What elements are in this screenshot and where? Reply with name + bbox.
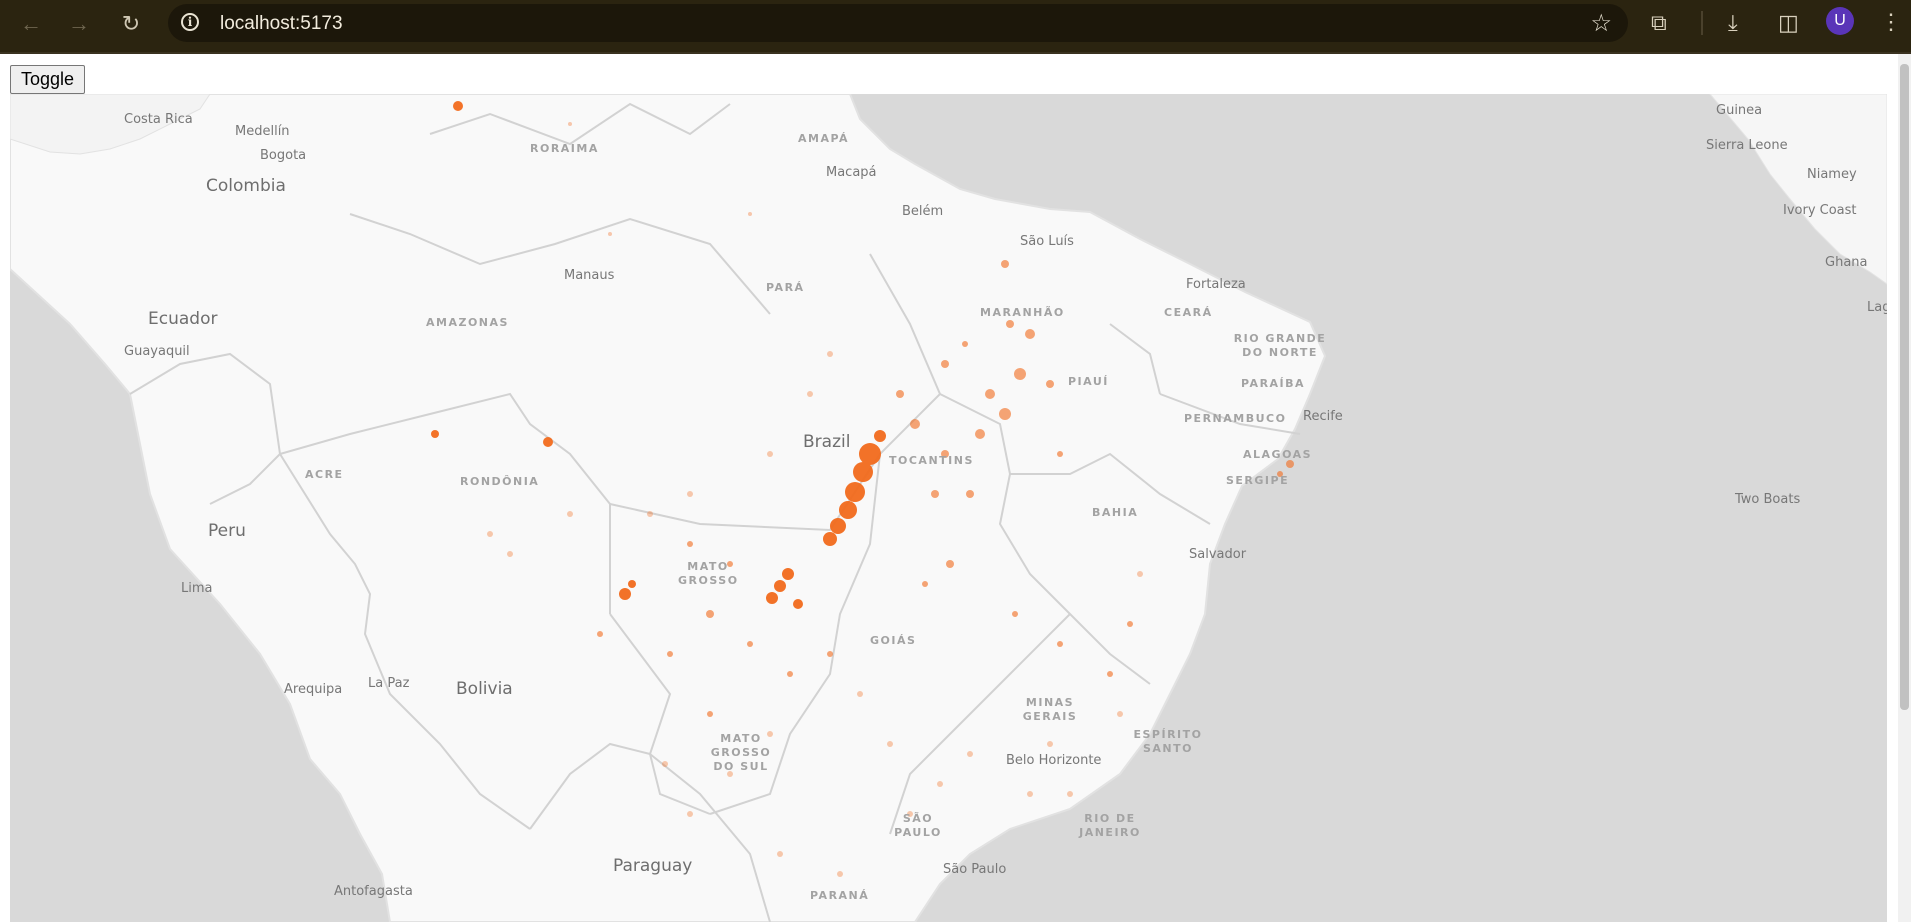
label-salvador: Salvador [1189,547,1247,562]
label-alagoas: ALAGOAS [1243,448,1313,461]
profile-avatar[interactable]: U [1826,7,1854,35]
africa-coast [1709,94,1887,285]
label-belo-horizonte: Belo Horizonte [1006,753,1102,768]
label-arequipa: Arequipa [284,682,343,697]
label-rio-de-janeiro: RIO DE JANEIRO [1079,812,1141,839]
label-ceara: CEARÁ [1164,306,1213,319]
label-suriname: Suriname [652,94,714,95]
label-pernambuco: PERNAMBUCO [1184,412,1287,425]
label-mato-grosso: MATO GROSSO [678,560,739,587]
label-sao-paulo: São Paulo [943,862,1007,877]
label-roraima: RORAIMA [530,142,599,155]
label-ghana: Ghana [1825,255,1868,270]
label-mato-grosso-do-sul: MATO GROSSO DO SUL [710,732,772,773]
label-bolivia: Bolivia [456,679,513,699]
page-scrollbar[interactable] [1898,54,1911,922]
label-belem: Belém [902,204,944,219]
label-guayaquil: Guayaquil [124,344,190,359]
label-peru: Peru [208,521,246,541]
puzzle-icon[interactable]: ⧉ [1651,10,1667,35]
toolbar-divider [0,52,1911,54]
label-sao-luis: São Luís [1020,234,1074,249]
label-amazonas: AMAZONAS [426,316,509,329]
forward-arrow-icon[interactable]: → [68,11,90,36]
label-lag: Lag [1867,300,1887,315]
side-panel-icon[interactable]: ◫ [1778,10,1799,35]
star-icon[interactable]: ☆ [1590,10,1612,37]
label-antofagasta: Antofagasta [334,884,413,899]
scrollbar-thumb[interactable] [1900,64,1909,710]
address-bar[interactable]: i localhost:5173 ☆ [168,4,1628,42]
label-manaus: Manaus [564,268,615,283]
label-amapa: AMAPÁ [798,132,850,145]
map-graphic [10,94,1887,922]
label-parana: PARANÁ [810,889,870,902]
map-canvas[interactable]: Colombia Ecuador Peru Bolivia Brazil Par… [10,94,1887,922]
label-rondonia: RONDÔNIA [460,475,540,488]
label-piaui: PIAUÍ [1068,375,1109,388]
label-sierra-leone: Sierra Leone [1706,138,1788,153]
label-sao-paulo-state: SÃO PAULO [894,812,942,839]
label-goias: GOIÁS [870,634,917,647]
label-sergipe: SERGIPE [1226,474,1290,487]
central-america [10,94,211,155]
label-brazil: Brazil [803,432,851,452]
label-lima: Lima [181,581,213,596]
label-acre: ACRE [305,468,344,481]
label-recife: Recife [1303,409,1343,424]
label-bahia: BAHIA [1092,506,1139,519]
label-rio-grande-do-norte: RIO GRANDE DO NORTE [1233,332,1327,359]
label-ecuador: Ecuador [148,309,218,329]
south-america-landmass [10,94,1327,922]
url-text[interactable]: localhost:5173 [220,13,343,34]
label-macapa: Macapá [826,165,877,180]
kebab-menu-icon[interactable]: ⋮ [1880,9,1902,34]
toolbar-separator [1701,11,1703,35]
label-minas-gerais: MINAS GERAIS [1022,696,1078,723]
label-medellin: Medellín [235,124,290,139]
fire-heatmap [431,101,1294,877]
label-tocantins: TOCANTINS [889,454,974,467]
label-la-paz: La Paz [368,676,410,691]
label-guinea: Guinea [1716,103,1763,118]
browser-toolbar: ← → ↻ i localhost:5173 ☆ ⧉ ⤓ ◫ U ⋮ [0,0,1911,54]
label-para: PARÁ [766,281,805,294]
label-maranhao: MARANHÃO [980,306,1065,319]
label-paraiba: PARAÍBA [1241,377,1306,390]
label-ivory-coast: Ivory Coast [1783,203,1857,218]
info-icon[interactable]: i [181,13,199,31]
download-icon[interactable]: ⤓ [1728,10,1738,35]
reload-icon[interactable]: ↻ [121,11,141,36]
label-colombia: Colombia [206,176,286,196]
label-fortaleza: Fortaleza [1186,277,1246,292]
label-paraguay: Paraguay [613,856,693,876]
label-two-boats: Two Boats [1735,492,1801,507]
label-costa-rica: Costa Rica [124,112,193,127]
label-niamey: Niamey [1807,167,1857,182]
label-bogota: Bogota [260,148,307,163]
toggle-button[interactable]: Toggle [10,65,86,94]
label-espirito-santo: ESPÍRITO SANTO [1133,728,1203,755]
borders [129,102,1301,922]
back-arrow-icon[interactable]: ← [20,11,42,36]
